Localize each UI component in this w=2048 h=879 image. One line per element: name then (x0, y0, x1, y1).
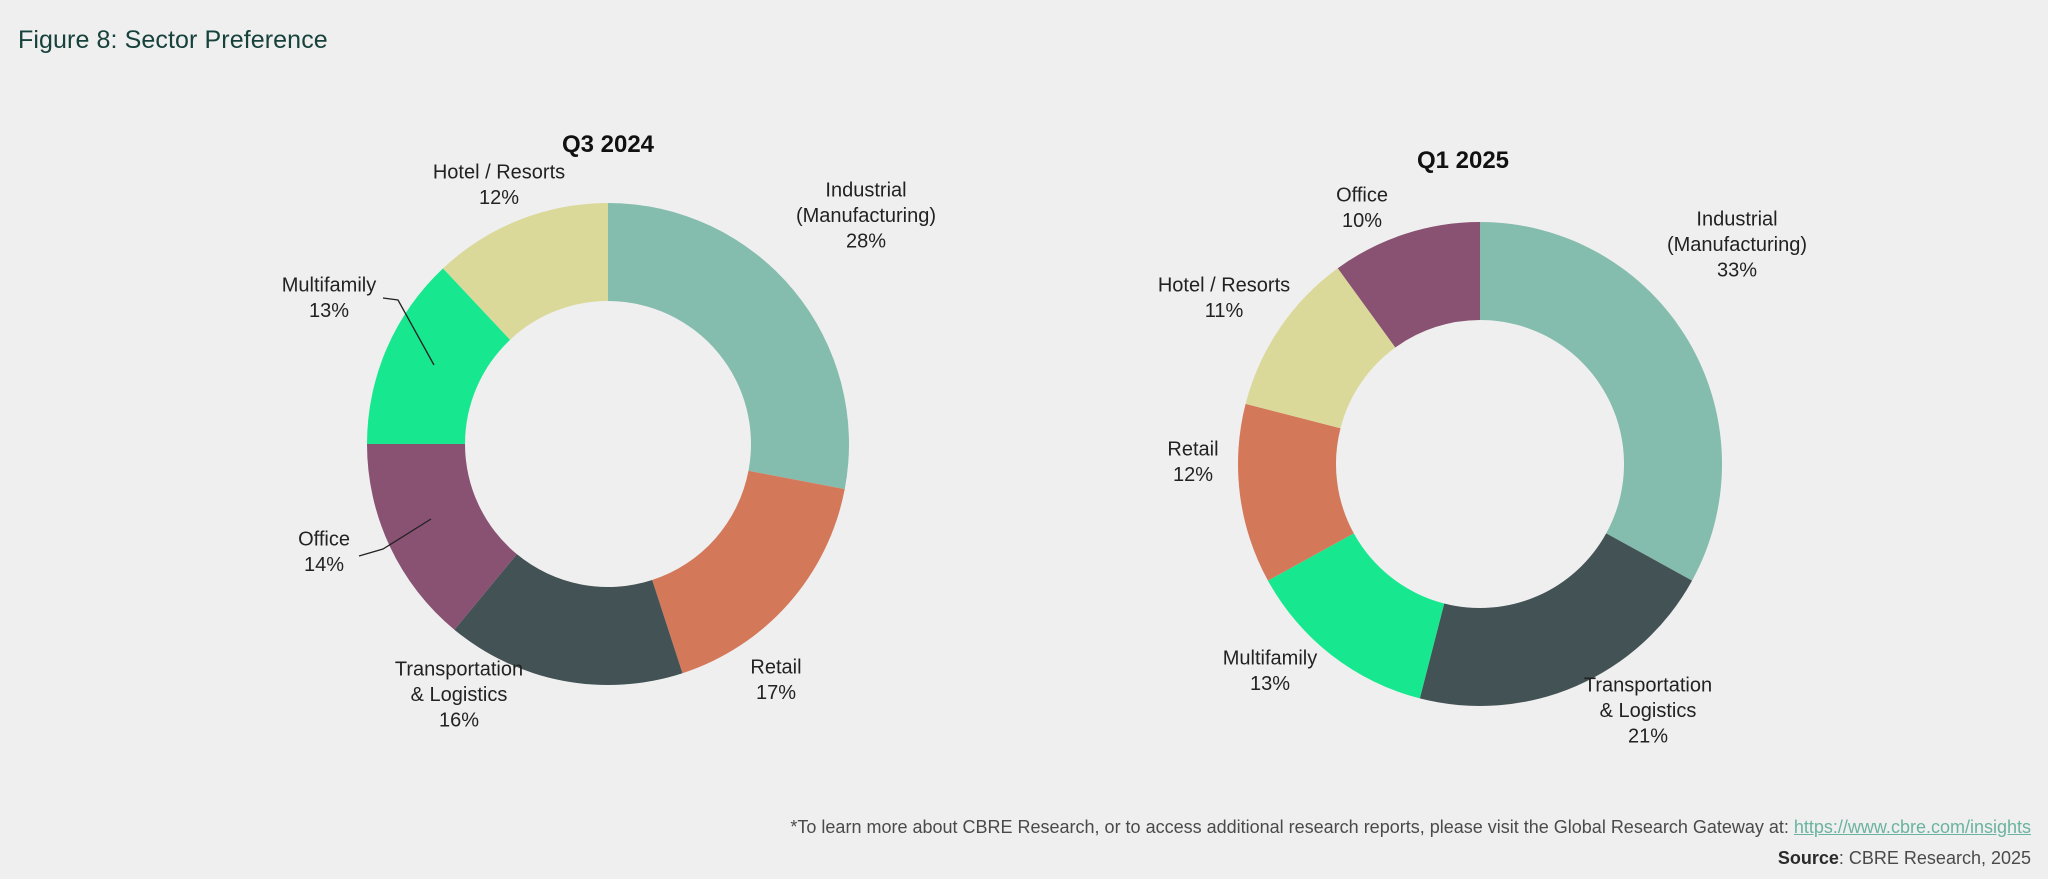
slice-transportation-logistics (1419, 533, 1693, 707)
footnote: *To learn more about CBRE Research, or t… (790, 817, 2031, 838)
donut-chart-q3-2024: Q3 2024 Industrial (Manufacturing) 28% Retai… (282, 131, 936, 732)
sector-preference-charts: Q3 2024 Industrial (Manufacturing) 28% Retai… (282, 131, 1807, 748)
slice-label-office: Office 14% (298, 528, 350, 576)
slice-label-industrial-manufacturing: Industrial (Manufacturing) 33% (1667, 209, 1807, 282)
slice-multifamily (367, 268, 511, 444)
slice-office (1337, 222, 1480, 348)
slice-industrial-manufacturing (1480, 222, 1723, 581)
donut-chart-q1-2025: Q1 2025 Industrial (Manufacturing) 33% Trans… (1158, 147, 1807, 748)
slice-label-transportation-logistics: Transportation & Logistics 21% (1584, 675, 1712, 748)
slice-hotel-resorts (1245, 268, 1396, 429)
slice-label-transportation-logistics: Transportation & Logistics 16% (395, 659, 523, 732)
slice-label-retail: Retail 17% (750, 656, 801, 704)
slice-hotel-resorts (443, 203, 608, 340)
slice-label-retail: Retail 12% (1167, 438, 1218, 486)
slice-label-industrial-manufacturing: Industrial (Manufacturing) 28% (796, 180, 936, 253)
slice-label-office: Office 10% (1336, 184, 1388, 232)
source-note: Source: CBRE Research, 2025 (1778, 848, 2031, 869)
slice-office (367, 444, 517, 630)
slice-industrial-manufacturing (608, 203, 849, 490)
slice-multifamily (1267, 533, 1445, 699)
figure-title: Figure 8: Sector Preference (18, 26, 328, 54)
chart-title: Q1 2025 (1417, 147, 1509, 174)
source-label: Source (1777, 848, 1839, 868)
leader-line-office (358, 518, 432, 557)
source-text: : CBRE Research, 2025 (1838, 848, 2031, 868)
slice-label-hotel-resorts: Hotel / Resorts 12% (433, 161, 565, 209)
chart-title: Q3 2024 (562, 131, 655, 158)
slice-label-hotel-resorts: Hotel / Resorts 11% (1158, 274, 1290, 322)
slice-label-multifamily: Multifamily 13% (282, 274, 376, 322)
slice-retail (652, 470, 845, 674)
footnote-text: *To learn more about CBRE Research, or t… (790, 817, 1794, 837)
slice-retail (1237, 403, 1354, 581)
leader-line-multifamily (382, 297, 435, 366)
slice-transportation-logistics (454, 554, 683, 685)
insights-link[interactable]: https://www.cbre.com/insights (1793, 817, 2031, 837)
slice-label-multifamily: Multifamily 13% (1223, 647, 1317, 695)
